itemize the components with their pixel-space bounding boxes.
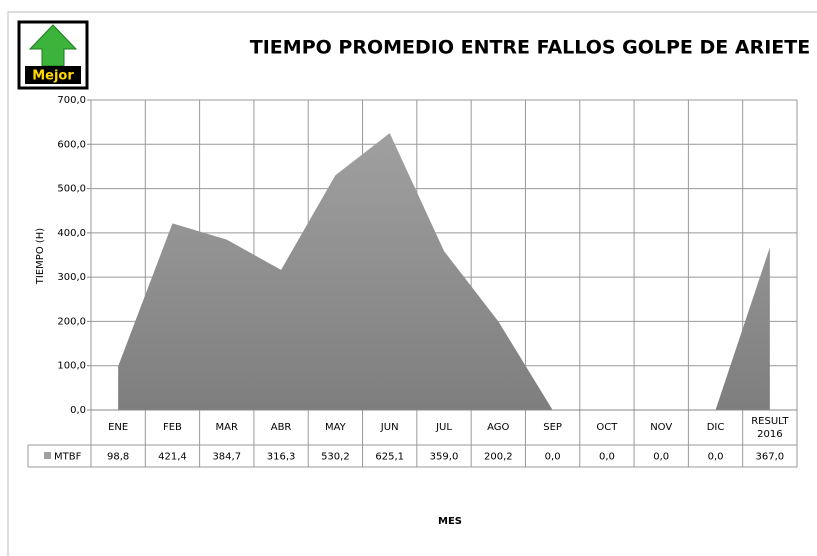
x-tick-label-box: MAY (324, 422, 346, 433)
x-tick-label: NOV (650, 422, 673, 433)
value-label: 384,7 (212, 452, 241, 463)
x-tick-label: ENE (108, 422, 129, 433)
value-label: 625,1 (375, 452, 404, 463)
value-label: 316,3 (267, 452, 296, 463)
x-tick-label: DIC (706, 422, 725, 433)
x-tick-label: MAR (215, 422, 238, 433)
x-tick-label-box: ENE (108, 422, 129, 433)
value-label: 530,2 (321, 452, 350, 463)
value-label: 359,0 (430, 452, 459, 463)
x-tick-label: JUL (436, 422, 452, 433)
legend-swatch (44, 452, 51, 459)
chart-title: TIEMPO PROMEDIO ENTRE FALLOS GOLPE DE AR… (250, 37, 810, 59)
value-label: 421,4 (158, 452, 187, 463)
x-axis-title: MES (438, 516, 462, 527)
x-tick-label: ABR (270, 422, 292, 433)
frame (7, 11, 817, 556)
badge-text: Mejor (32, 69, 74, 84)
x-tick-label-box: FEB (162, 422, 182, 433)
x-tick-label-box: MAR (215, 422, 238, 433)
badge-logo (17, 20, 89, 90)
x-tick-label: OCT (596, 422, 618, 433)
x-tick-label: FEB (162, 422, 182, 433)
area (118, 133, 770, 411)
legend-label: MTBF (54, 452, 82, 463)
x-tick-label-box: AGO (487, 422, 510, 433)
x-tick-label: JUN (380, 422, 399, 433)
y-tick-label: 700,0 (57, 95, 86, 106)
x-tick-label: AGO (487, 422, 510, 433)
x-tick-label: SEP (543, 422, 562, 433)
x-tick-label-box: JUN (380, 422, 399, 433)
x-tick-label: MAY (324, 422, 346, 433)
value-label: 98,8 (107, 452, 129, 463)
y-axis-title: TIEMPO (H) (35, 228, 46, 286)
x-tick-label-box: SEP (543, 422, 562, 433)
x-tick-label: RESULT 2016 (751, 415, 789, 440)
x-tick-label-box: RESULT 2016 (751, 415, 789, 440)
x-tick-label-box: DIC (706, 422, 725, 433)
x-tick-label-box: OCT (596, 422, 618, 433)
x-tick-label-box: NOV (650, 422, 673, 433)
y-tick-label: 300,0 (57, 272, 86, 283)
value-label: 0,0 (653, 452, 669, 463)
y-tick-label: 400,0 (57, 228, 86, 239)
y-tick-label: 0,0 (70, 405, 86, 416)
y-tick-label: 600,0 (57, 139, 86, 150)
value-label: 200,2 (484, 452, 513, 463)
y-tick-label: 500,0 (57, 184, 86, 195)
y-tick-label: 100,0 (57, 361, 86, 372)
x-tick-label-box: ABR (270, 422, 292, 433)
x-tick-label-box: JUL (436, 422, 452, 433)
y-tick-label: 200,0 (57, 316, 86, 327)
value-label: 0,0 (708, 452, 724, 463)
value-label: 367,0 (756, 452, 785, 463)
value-label: 0,0 (599, 452, 615, 463)
value-label: 0,0 (545, 452, 561, 463)
